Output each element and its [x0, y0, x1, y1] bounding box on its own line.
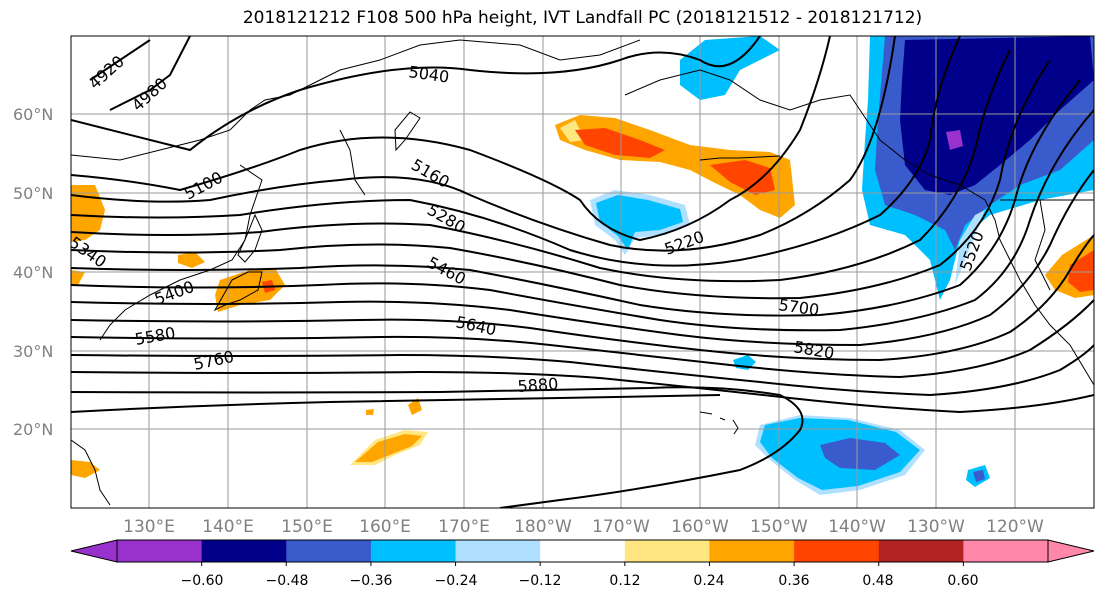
lon-label: 150°E: [281, 517, 333, 537]
colorbar-tick-label: −0.12: [519, 573, 562, 589]
colorbar-swatch: [878, 540, 964, 562]
shade-small-neg2b: [973, 470, 985, 482]
colorbar-swatch: [709, 540, 795, 562]
colorbar-swatch: [963, 540, 1049, 562]
colorbar: −0.60 −0.48 −0.36 −0.24 −0.12 0.12 0.24 …: [70, 539, 1095, 589]
shade-marianas: [355, 434, 422, 462]
colorbar-tick-label: −0.48: [266, 573, 309, 589]
shade-hawaii-mid: [820, 438, 900, 470]
lat-label: 60°N: [13, 105, 53, 124]
map-frame: [70, 35, 1095, 509]
shade-cnp: [596, 195, 683, 250]
lat-label: 40°N: [13, 263, 53, 282]
shade-wp-left2: [71, 270, 85, 285]
colorbar-tick-label: 0.60: [947, 573, 978, 589]
lon-label: 130°E: [123, 517, 175, 537]
shade-pos-dot2: [366, 409, 374, 415]
colorbar-swatch: [540, 540, 626, 562]
colorbar-swatch: [794, 540, 880, 562]
colorbar-tick-label: 0.12: [609, 573, 640, 589]
lon-label: 170°W: [592, 517, 650, 537]
colorbar-tick-label: −0.24: [435, 573, 478, 589]
colorbar-extend-right: [1047, 539, 1095, 563]
lon-label: 160°W: [671, 517, 729, 537]
lon-label: 130°W: [907, 517, 965, 537]
shade-us-red: [1068, 250, 1094, 292]
colorbar-tick-label: −0.36: [350, 573, 393, 589]
lat-label: 50°N: [13, 184, 53, 203]
colorbar-tick-label: 0.24: [693, 573, 724, 589]
colorbar-extend-left: [70, 539, 118, 563]
colorbar-boxes: [116, 539, 1049, 563]
shade-pos-yellow: [560, 120, 585, 142]
colorbar-tick-label: 0.48: [862, 573, 893, 589]
shade-pos-red1: [575, 128, 665, 158]
shade-na-lightedge: [955, 210, 985, 285]
colorbar-ticks: [201, 562, 964, 566]
colorbar-swatch: [117, 540, 203, 562]
lat-label: 30°N: [13, 342, 53, 361]
pc-shading: [71, 36, 1094, 495]
contour-label: 5880: [517, 374, 559, 396]
height-contours: [71, 36, 1094, 508]
longitude-labels: 130°E 140°E 150°E 160°E 170°E 180°W 170°…: [123, 517, 1044, 537]
map-area: 4920 4980 5040 5100 5160 5220 5280 5340 …: [71, 36, 1094, 508]
shade-na-purple: [946, 130, 963, 150]
colorbar-tick-label: −0.60: [181, 573, 224, 589]
colorbar-swatch: [201, 540, 287, 562]
lon-label: 120°W: [986, 517, 1044, 537]
shade-pos-dot1: [408, 398, 422, 415]
lat-label: 20°N: [13, 420, 53, 439]
lon-label: 160°E: [359, 517, 411, 537]
colorbar-swatch: [455, 540, 541, 562]
latitude-labels: 60°N 50°N 40°N 30°N 20°N: [13, 105, 53, 439]
shade-alaska: [680, 36, 780, 100]
shade-japan: [215, 268, 285, 312]
colorbar-swatch: [624, 540, 710, 562]
map-title: 2018121212 F108 500 hPa height, IVT Land…: [242, 8, 923, 28]
lon-label: 170°E: [438, 517, 490, 537]
colorbar-swatch: [286, 540, 372, 562]
lon-label: 180°W: [514, 517, 572, 537]
lon-label: 140°E: [202, 517, 254, 537]
colorbar-swatch: [370, 540, 457, 562]
shade-pos-red2: [710, 160, 775, 195]
shade-na-deep: [900, 36, 1094, 195]
shade-small-pos: [178, 252, 205, 268]
lon-label: 140°W: [828, 517, 886, 537]
colorbar-tick-label: 0.36: [778, 573, 809, 589]
lon-label: 150°W: [750, 517, 808, 537]
shade-wp-left: [71, 185, 105, 242]
